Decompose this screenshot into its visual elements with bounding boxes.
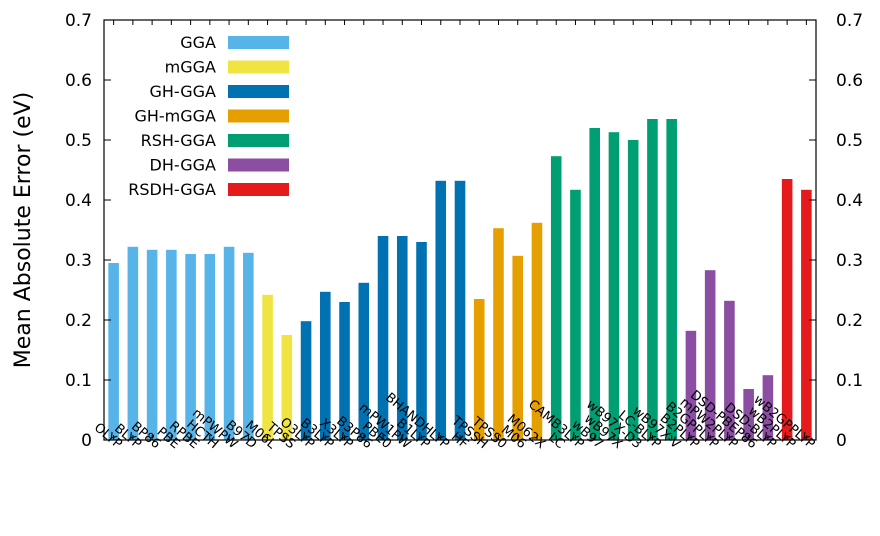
bar-wb97 bbox=[589, 128, 600, 440]
legend-label: GGA bbox=[180, 33, 216, 52]
bar-pbe0 bbox=[377, 236, 389, 440]
y-tick-label-left: 0.4 bbox=[65, 191, 92, 211]
legend-swatch bbox=[228, 109, 289, 123]
y-tick-label-right: 0.5 bbox=[836, 131, 863, 151]
bar-wb2gpplyp bbox=[801, 189, 812, 440]
legend-label: RSH-GGA bbox=[141, 131, 216, 150]
legend-swatch bbox=[228, 183, 289, 196]
bar-tpssh bbox=[473, 299, 485, 440]
bar-wb97x-v bbox=[666, 119, 677, 440]
legend-swatch bbox=[228, 60, 289, 74]
bar-olyp bbox=[108, 263, 119, 440]
y-tick-label-right: 0.7 bbox=[836, 11, 863, 31]
legend-label: mGGA bbox=[165, 58, 216, 77]
y-tick-label-left: 0.5 bbox=[65, 131, 92, 151]
y-tick-label-left: 0.2 bbox=[65, 311, 92, 331]
legend-swatch bbox=[228, 36, 289, 49]
legend-label: GH-GGA bbox=[149, 82, 216, 101]
legend-label: GH-mGGA bbox=[134, 107, 216, 126]
bar-b2gpplyp bbox=[704, 270, 716, 440]
y-tick-label-right: 0.1 bbox=[836, 371, 863, 391]
legend-label: RSDH-GGA bbox=[128, 180, 216, 199]
bar-m06l bbox=[262, 294, 273, 440]
bar-mpw2plyp bbox=[724, 300, 735, 440]
bar-m062x bbox=[531, 222, 543, 440]
bar-hf bbox=[454, 180, 466, 441]
legend-swatch bbox=[228, 85, 289, 98]
bar-b2plyp bbox=[685, 330, 697, 440]
bar-bhandhlyp bbox=[435, 180, 447, 441]
bar-blyp bbox=[127, 246, 139, 440]
legend-label: DH-GGA bbox=[150, 156, 217, 175]
plot-frame bbox=[103, 19, 817, 441]
y-tick-label-right: 0.3 bbox=[836, 251, 863, 271]
y-tick-label-left: 0.6 bbox=[65, 71, 92, 91]
bar-o3lyp bbox=[300, 321, 312, 440]
legend-swatch bbox=[228, 134, 289, 147]
bar-tpss0 bbox=[493, 228, 504, 440]
bar-dsd-blyp bbox=[762, 375, 774, 440]
bar-tpss bbox=[281, 335, 293, 440]
bar-hcth bbox=[204, 254, 216, 440]
bar-m06 bbox=[512, 255, 524, 440]
bar-wb97x-d3 bbox=[627, 140, 639, 440]
bar-x3lyp bbox=[339, 302, 350, 440]
bar-b3p86 bbox=[358, 282, 370, 440]
legend-swatch bbox=[228, 158, 289, 172]
bar-mpwpw bbox=[223, 246, 235, 440]
y-axis-label: Mean Absolute Error (eV) bbox=[11, 92, 36, 368]
bar-dsd-pbep86 bbox=[743, 389, 754, 440]
y-tick-label-right: 0 bbox=[836, 431, 847, 451]
bar-rpbe bbox=[185, 254, 196, 440]
bar-lc bbox=[550, 156, 562, 440]
bar-b3lyp bbox=[320, 291, 331, 440]
bar-lc-blyp bbox=[647, 119, 658, 440]
y-tick-label-left: 0.7 bbox=[65, 11, 92, 31]
y-tick-label-left: 0.1 bbox=[65, 371, 92, 391]
legend: GGA mGGA GH-GGA GH-mGGA RSH-GGA DH-GGA RSDH-GG… bbox=[128, 33, 289, 199]
y-tick-label-left: 0.3 bbox=[65, 251, 92, 271]
bar-wb97x bbox=[608, 132, 620, 440]
bar-wb2plyp bbox=[781, 179, 793, 440]
bar-b97d bbox=[243, 252, 254, 440]
y-tick-label-right: 0.2 bbox=[836, 311, 863, 331]
y-tick-label-right: 0.6 bbox=[836, 71, 863, 91]
y-tick-label-right: 0.4 bbox=[836, 191, 863, 211]
bar-mpw1pw bbox=[396, 236, 408, 440]
y-tick-label-left: 0 bbox=[81, 431, 92, 451]
bar-pbe bbox=[166, 249, 177, 440]
bar-camb3lyp bbox=[570, 189, 581, 440]
bar-bp86 bbox=[146, 249, 158, 440]
bar-b1lyp bbox=[416, 242, 427, 440]
